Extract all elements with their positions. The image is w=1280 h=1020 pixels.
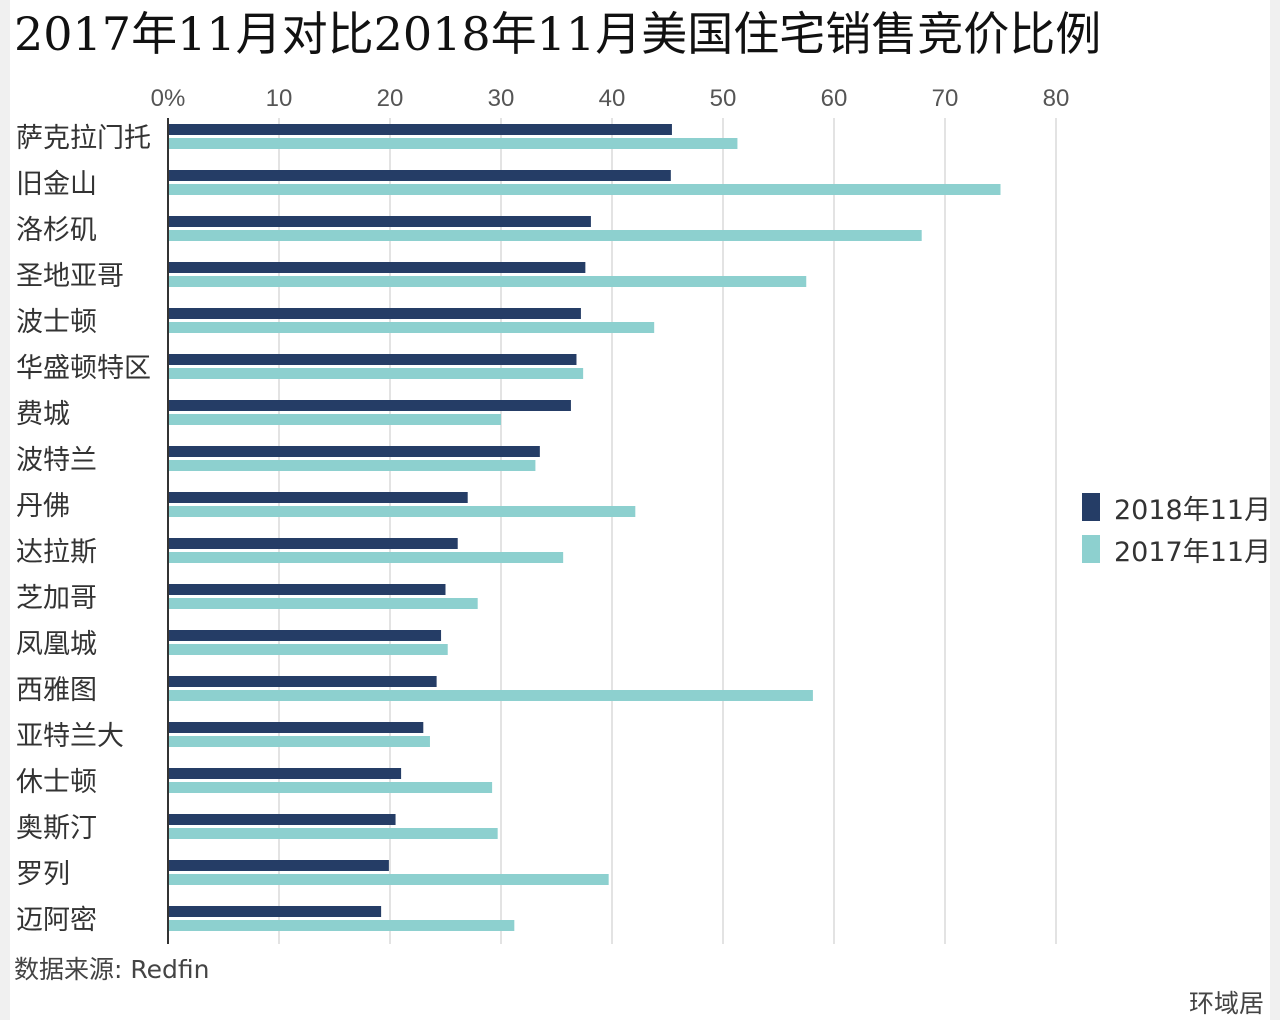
x-tick-label: 50 xyxy=(710,85,737,112)
x-tick-label: 80 xyxy=(1043,85,1070,112)
bar-2017 xyxy=(169,736,430,747)
bar-2017 xyxy=(169,138,738,149)
bar-2018 xyxy=(169,492,468,503)
category-label: 旧金山 xyxy=(16,169,97,200)
bar-2018 xyxy=(169,860,389,871)
bar-2017 xyxy=(169,276,807,287)
legend-swatch-2017 xyxy=(1082,535,1100,563)
bar-2017 xyxy=(169,230,922,241)
bar-2018 xyxy=(169,814,396,825)
bar-2018 xyxy=(169,584,446,595)
bar-2017 xyxy=(169,368,584,379)
category-label: 西雅图 xyxy=(16,675,97,706)
bar-2017 xyxy=(169,644,448,655)
bar-2018 xyxy=(169,170,671,181)
legend-item-2017: 2017年11月 xyxy=(1082,528,1271,570)
category-label: 波士顿 xyxy=(16,307,97,338)
bar-2018 xyxy=(169,768,402,779)
legend: 2018年11月 2017年11月 xyxy=(1082,486,1271,570)
bar-2017 xyxy=(169,828,498,839)
category-label: 费城 xyxy=(16,399,70,430)
bars xyxy=(169,124,1001,931)
category-label: 迈阿密 xyxy=(16,905,97,936)
bar-2018 xyxy=(169,538,458,549)
bar-2017 xyxy=(169,552,564,563)
bar-2017 xyxy=(169,414,501,425)
category-label: 芝加哥 xyxy=(16,583,97,614)
left-border xyxy=(0,0,10,1020)
bar-2018 xyxy=(169,630,442,641)
right-border xyxy=(1270,0,1280,1020)
bar-2018 xyxy=(169,124,672,135)
bar-2018 xyxy=(169,354,577,365)
bar-2018 xyxy=(169,676,437,687)
category-label: 罗列 xyxy=(16,859,70,890)
bar-2017 xyxy=(169,184,1001,195)
legend-item-2018: 2018年11月 xyxy=(1082,486,1271,528)
bar-2018 xyxy=(169,262,586,273)
category-label: 波特兰 xyxy=(16,445,97,476)
x-tick-label: 10 xyxy=(266,85,293,112)
x-tick-labels: 0% 10 20 30 40 50 60 70 80 xyxy=(151,85,1070,112)
grid-lines xyxy=(278,118,1057,944)
bar-2018 xyxy=(169,446,540,457)
bar-2018 xyxy=(169,906,382,917)
x-tick-label: 20 xyxy=(377,85,404,112)
legend-label-2017: 2017年11月 xyxy=(1114,536,1272,568)
brand-watermark: 环域居 xyxy=(1188,989,1264,1018)
x-tick-label: 40 xyxy=(599,85,626,112)
category-label: 华盛顿特区 xyxy=(16,353,151,384)
category-label: 亚特兰大 xyxy=(16,721,124,752)
chart-title: 2017年11月对比2018年11月美国住宅销售竞价比例 xyxy=(14,7,1102,61)
category-label: 圣地亚哥 xyxy=(16,261,124,292)
bar-2017 xyxy=(169,460,536,471)
category-labels: 萨克拉门托旧金山洛杉矶圣地亚哥波士顿华盛顿特区费城波特兰丹佛达拉斯芝加哥凤凰城西… xyxy=(16,123,151,936)
category-label: 达拉斯 xyxy=(16,537,97,568)
category-label: 洛杉矶 xyxy=(16,215,97,246)
source-note: 数据来源: Redfin xyxy=(14,955,210,984)
x-tick-label: 0% xyxy=(151,85,186,112)
category-label: 萨克拉门托 xyxy=(16,123,151,154)
bar-2018 xyxy=(169,216,591,227)
bar-2017 xyxy=(169,322,655,333)
bar-2017 xyxy=(169,782,493,793)
legend-swatch-2018 xyxy=(1082,493,1100,521)
legend-label-2018: 2018年11月 xyxy=(1114,494,1272,526)
category-label: 凤凰城 xyxy=(16,629,97,660)
x-tick-label: 70 xyxy=(932,85,959,112)
x-tick-label: 30 xyxy=(488,85,515,112)
bar-2017 xyxy=(169,506,636,517)
category-label: 丹佛 xyxy=(16,491,70,522)
category-label: 奥斯汀 xyxy=(16,813,97,844)
bar-2018 xyxy=(169,400,571,411)
x-tick-label: 60 xyxy=(821,85,848,112)
category-label: 休士顿 xyxy=(16,767,97,798)
bar-2018 xyxy=(169,722,424,733)
bar-2017 xyxy=(169,920,515,931)
bar-2018 xyxy=(169,308,581,319)
bar-2017 xyxy=(169,874,609,885)
bar-2017 xyxy=(169,690,813,701)
bar-2017 xyxy=(169,598,478,609)
